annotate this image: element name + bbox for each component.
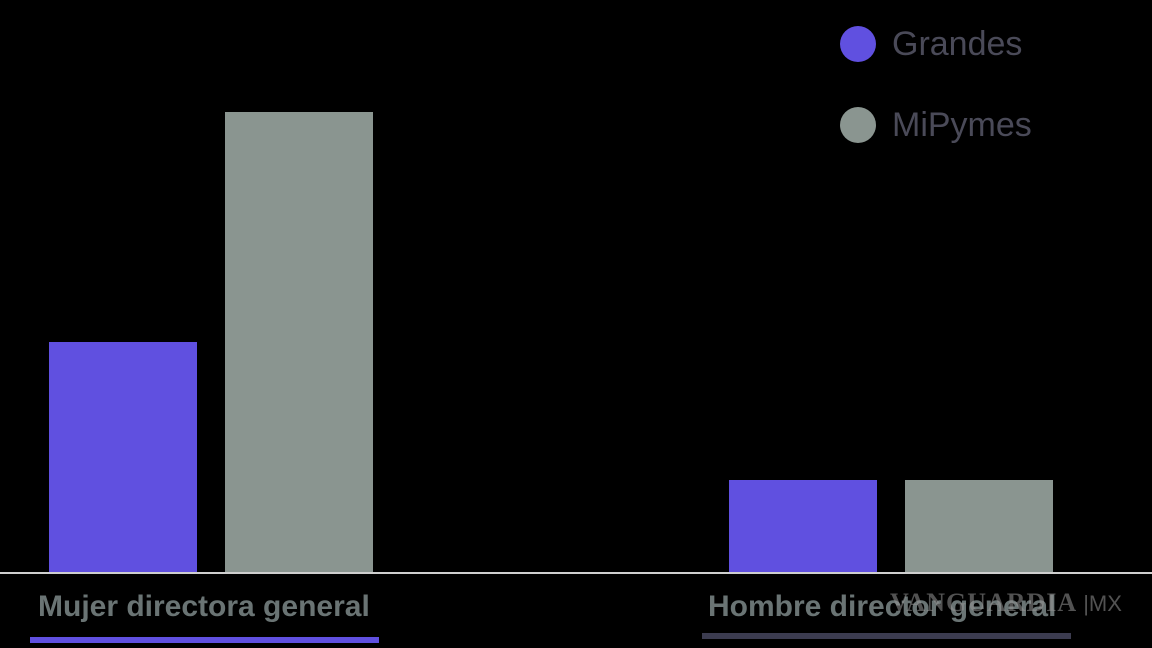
- category-underline-mujer: [30, 637, 379, 643]
- legend-item-grandes: Grandes: [840, 26, 1022, 62]
- category-underline-hombre: [702, 633, 1071, 639]
- bar-grandes-1: [729, 480, 877, 572]
- legend-swatch-mipymes: [840, 107, 876, 143]
- bar-mipymes-1: [905, 480, 1053, 572]
- category-label-hombre: Hombre director general: [708, 590, 1057, 623]
- legend-item-mipymes: MiPymes: [840, 107, 1032, 143]
- legend-label-grandes: Grandes: [892, 25, 1023, 63]
- watermark-suffix: |MX: [1083, 591, 1122, 616]
- bar-grandes-0: [49, 342, 197, 572]
- category-label-mujer: Mujer directora general: [38, 590, 370, 623]
- legend-swatch-grandes: [840, 26, 876, 62]
- vanguardia-watermark: VANGUARDIA |MX: [890, 588, 1122, 618]
- watermark-brand: VANGUARDIA: [890, 588, 1078, 617]
- bar-mipymes-0: [225, 112, 373, 572]
- legend-label-mipymes: MiPymes: [892, 106, 1032, 144]
